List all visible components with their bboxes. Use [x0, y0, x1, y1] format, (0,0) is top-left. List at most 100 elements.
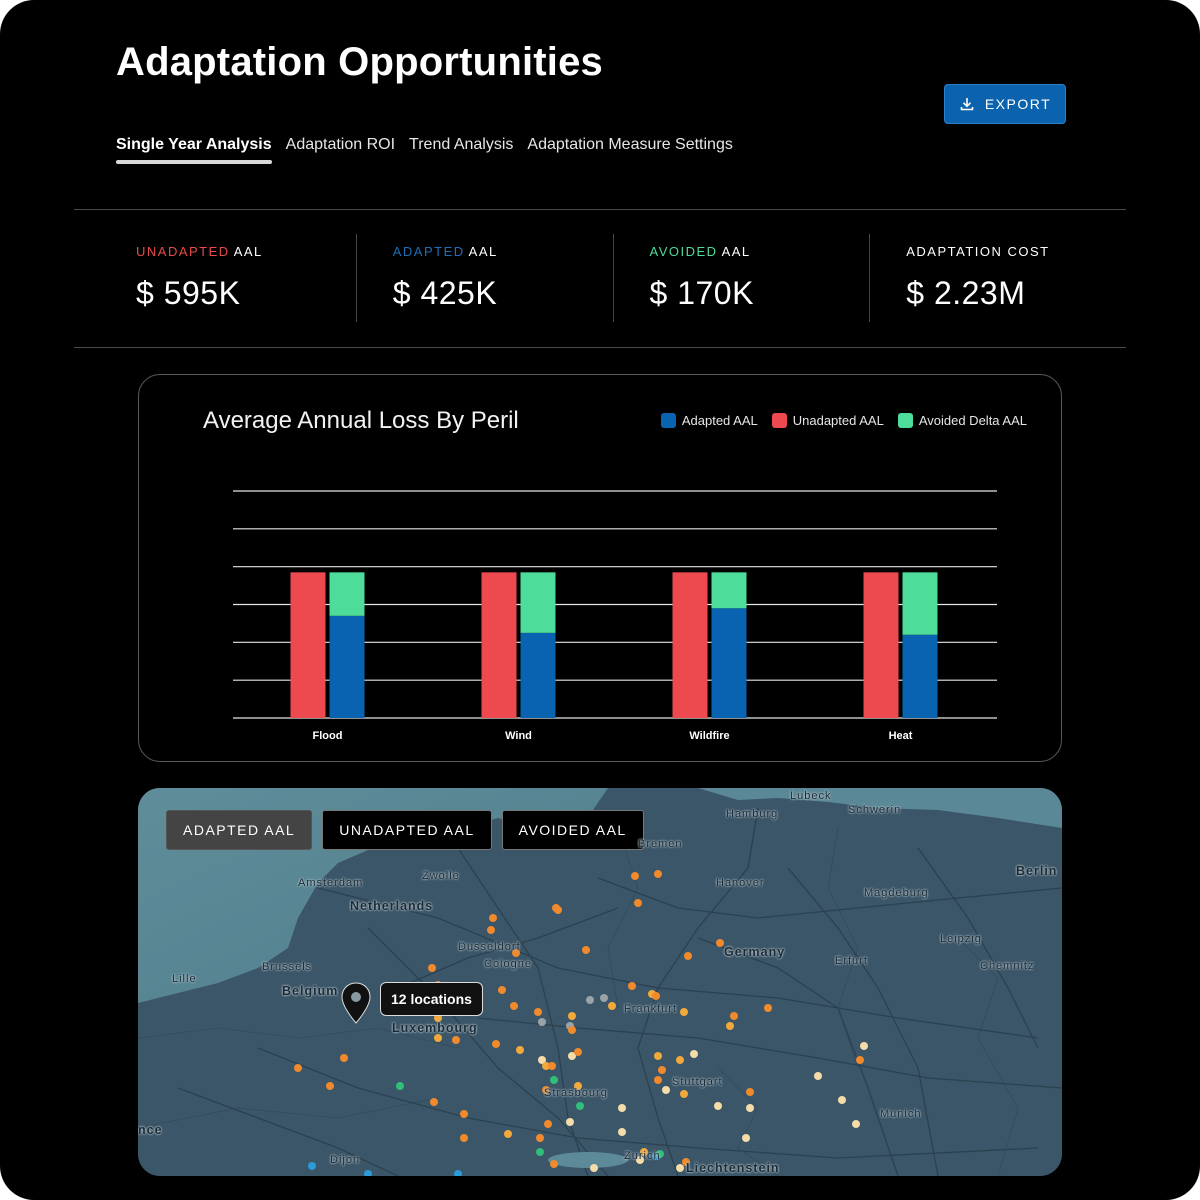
tab-single-year-analysis[interactable]: Single Year Analysis — [116, 136, 272, 164]
location-marker[interactable] — [586, 996, 594, 1004]
location-marker[interactable] — [676, 1164, 684, 1172]
location-marker[interactable] — [308, 1162, 316, 1170]
location-marker[interactable] — [746, 1088, 754, 1096]
location-marker[interactable] — [434, 1034, 442, 1042]
location-marker[interactable] — [489, 914, 497, 922]
location-marker[interactable] — [631, 872, 639, 880]
legend-item-adapted[interactable]: Adapted AAL — [660, 413, 758, 428]
location-marker[interactable] — [680, 1008, 688, 1016]
location-marker[interactable] — [746, 1104, 754, 1112]
location-marker[interactable] — [684, 952, 692, 960]
location-marker[interactable] — [536, 1134, 544, 1142]
location-marker[interactable] — [552, 904, 560, 912]
location-marker[interactable] — [498, 986, 506, 994]
location-marker[interactable] — [460, 1134, 468, 1142]
location-marker[interactable] — [654, 1052, 662, 1060]
location-marker[interactable] — [652, 992, 660, 1000]
location-marker[interactable] — [608, 1002, 616, 1010]
bar-adapted-wind[interactable] — [520, 632, 556, 718]
location-marker[interactable] — [568, 1052, 576, 1060]
location-marker[interactable] — [326, 1082, 334, 1090]
location-marker[interactable] — [636, 1156, 644, 1164]
location-marker[interactable] — [396, 1082, 404, 1090]
location-marker[interactable] — [544, 1120, 552, 1128]
bar-adapted-flood[interactable] — [329, 615, 365, 718]
export-button[interactable]: EXPORT — [944, 84, 1066, 124]
location-marker[interactable] — [676, 1056, 684, 1064]
location-marker[interactable] — [364, 1170, 372, 1176]
bar-avoided-wildfire[interactable] — [711, 572, 747, 609]
location-marker[interactable] — [428, 964, 436, 972]
location-marker[interactable] — [538, 1056, 546, 1064]
location-marker[interactable] — [294, 1064, 302, 1072]
location-marker[interactable] — [852, 1120, 860, 1128]
legend-item-avoided[interactable]: Avoided Delta AAL — [897, 413, 1027, 428]
toggle-unadapted-aal[interactable]: UNADAPTED AAL — [322, 810, 492, 850]
tab-adaptation-roi[interactable]: Adaptation ROI — [285, 136, 396, 153]
location-marker[interactable] — [716, 939, 724, 947]
location-marker[interactable] — [492, 1040, 500, 1048]
location-marker[interactable] — [618, 1128, 626, 1136]
location-marker[interactable] — [618, 1104, 626, 1112]
bar-unadapted-flood[interactable] — [290, 572, 326, 718]
location-marker[interactable] — [690, 1050, 698, 1058]
location-marker[interactable] — [452, 1036, 460, 1044]
location-marker[interactable] — [726, 1022, 734, 1030]
location-marker[interactable] — [548, 1062, 556, 1070]
tab-trend-analysis[interactable]: Trend Analysis — [409, 136, 514, 153]
location-marker[interactable] — [654, 1076, 662, 1084]
bar-unadapted-wind[interactable] — [481, 572, 517, 718]
location-marker[interactable] — [504, 1130, 512, 1138]
location-marker[interactable] — [814, 1072, 822, 1080]
location-marker[interactable] — [460, 1110, 468, 1118]
bar-adapted-heat[interactable] — [902, 634, 938, 718]
location-marker[interactable] — [662, 1086, 670, 1094]
location-marker[interactable] — [510, 1002, 518, 1010]
location-marker[interactable] — [340, 1054, 348, 1062]
bar-avoided-heat[interactable] — [902, 572, 938, 635]
map-card[interactable]: ADAPTED AAL UNADAPTED AAL AVOIDED AAL Lu… — [138, 788, 1062, 1176]
location-marker[interactable] — [856, 1056, 864, 1064]
location-marker[interactable] — [542, 1062, 550, 1070]
location-marker[interactable] — [640, 1148, 648, 1156]
map-canvas[interactable] — [138, 788, 1062, 1176]
bar-avoided-flood[interactable] — [329, 572, 365, 616]
map-pin-icon[interactable] — [340, 982, 372, 1024]
location-marker[interactable] — [628, 982, 636, 990]
bar-adapted-wildfire[interactable] — [711, 608, 747, 718]
location-marker[interactable] — [568, 1012, 576, 1020]
location-marker[interactable] — [430, 1098, 438, 1106]
location-marker[interactable] — [582, 946, 590, 954]
location-marker[interactable] — [454, 1170, 462, 1176]
location-marker[interactable] — [656, 1150, 664, 1158]
bar-avoided-wind[interactable] — [520, 572, 556, 633]
location-marker[interactable] — [654, 870, 662, 878]
location-marker[interactable] — [512, 949, 520, 957]
location-marker[interactable] — [538, 1018, 546, 1026]
location-marker[interactable] — [682, 1158, 690, 1166]
location-marker[interactable] — [534, 1008, 542, 1016]
location-marker[interactable] — [566, 1118, 574, 1126]
location-marker[interactable] — [680, 1090, 688, 1098]
location-marker[interactable] — [550, 1076, 558, 1084]
location-marker[interactable] — [576, 1102, 584, 1110]
toggle-avoided-aal[interactable]: AVOIDED AAL — [501, 810, 644, 850]
location-marker[interactable] — [574, 1048, 582, 1056]
location-marker[interactable] — [730, 1012, 738, 1020]
location-marker[interactable] — [860, 1042, 868, 1050]
location-marker[interactable] — [550, 1160, 558, 1168]
location-marker[interactable] — [764, 1004, 772, 1012]
location-marker[interactable] — [714, 1102, 722, 1110]
location-marker[interactable] — [600, 994, 608, 1002]
bar-unadapted-heat[interactable] — [863, 572, 899, 718]
location-marker[interactable] — [536, 1148, 544, 1156]
location-marker[interactable] — [658, 1066, 666, 1074]
location-marker[interactable] — [516, 1046, 524, 1054]
bar-unadapted-wildfire[interactable] — [672, 572, 708, 718]
tab-adaptation-measure-settings[interactable]: Adaptation Measure Settings — [527, 136, 733, 153]
location-marker[interactable] — [542, 1086, 550, 1094]
location-marker[interactable] — [568, 1026, 576, 1034]
location-marker[interactable] — [487, 926, 495, 934]
toggle-adapted-aal[interactable]: ADAPTED AAL — [166, 810, 313, 850]
location-marker[interactable] — [634, 899, 642, 907]
